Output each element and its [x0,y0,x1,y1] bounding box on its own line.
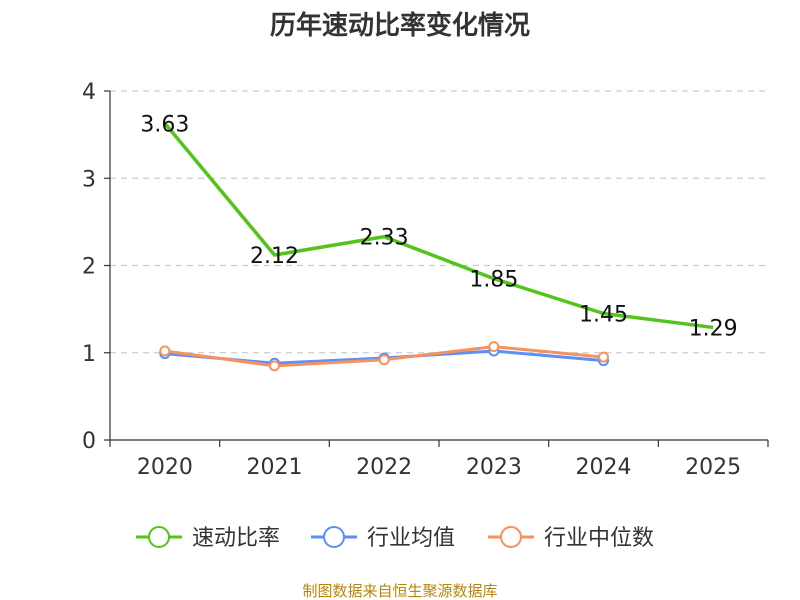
data-label: 1.85 [469,268,518,293]
legend-swatch-marker [148,526,170,548]
y-tick-label: 4 [82,80,96,105]
data-point [378,354,390,366]
y-tick-label: 1 [82,342,96,367]
legend-swatch-marker [500,526,522,548]
data-point [159,345,171,357]
legend-swatch-marker [323,526,345,548]
legend-label: 速动比率 [192,526,280,551]
data-label: 2.12 [250,244,299,269]
data-label: 1.29 [689,316,738,341]
x-tick-label: 2024 [576,455,632,480]
y-tick-label: 0 [82,429,96,454]
x-tick-label: 2021 [247,455,303,480]
axes: 0 1 2 3 4 2020 2021 2022 2023 2024 2025 [82,80,769,480]
chart-title: 历年速动比率变化情况 [270,10,530,41]
data-point [488,341,500,353]
data-labels: 3.63 2.12 2.33 1.85 1.45 1.29 [140,112,737,341]
data-label: 2.33 [360,226,409,251]
gridlines [110,90,768,354]
legend-label: 行业均值 [367,526,455,551]
y-tick-label: 2 [82,255,96,280]
series-group [159,122,714,372]
x-tick-label: 2023 [466,455,522,480]
x-tick-label: 2020 [137,455,193,480]
source-note: 制图数据来自恒生聚源数据库 [302,582,497,600]
legend-label: 行业中位数 [544,526,654,551]
data-point [269,360,280,372]
data-label: 1.45 [579,302,628,327]
legend: 速动比率 行业均值 行业中位数 [136,526,654,551]
y-tick-label: 3 [82,167,96,192]
series-line-0 [163,122,714,330]
x-tick-label: 2025 [685,455,741,480]
x-tick-label: 2022 [356,455,412,480]
data-point [598,351,609,363]
data-label: 3.63 [140,112,189,137]
